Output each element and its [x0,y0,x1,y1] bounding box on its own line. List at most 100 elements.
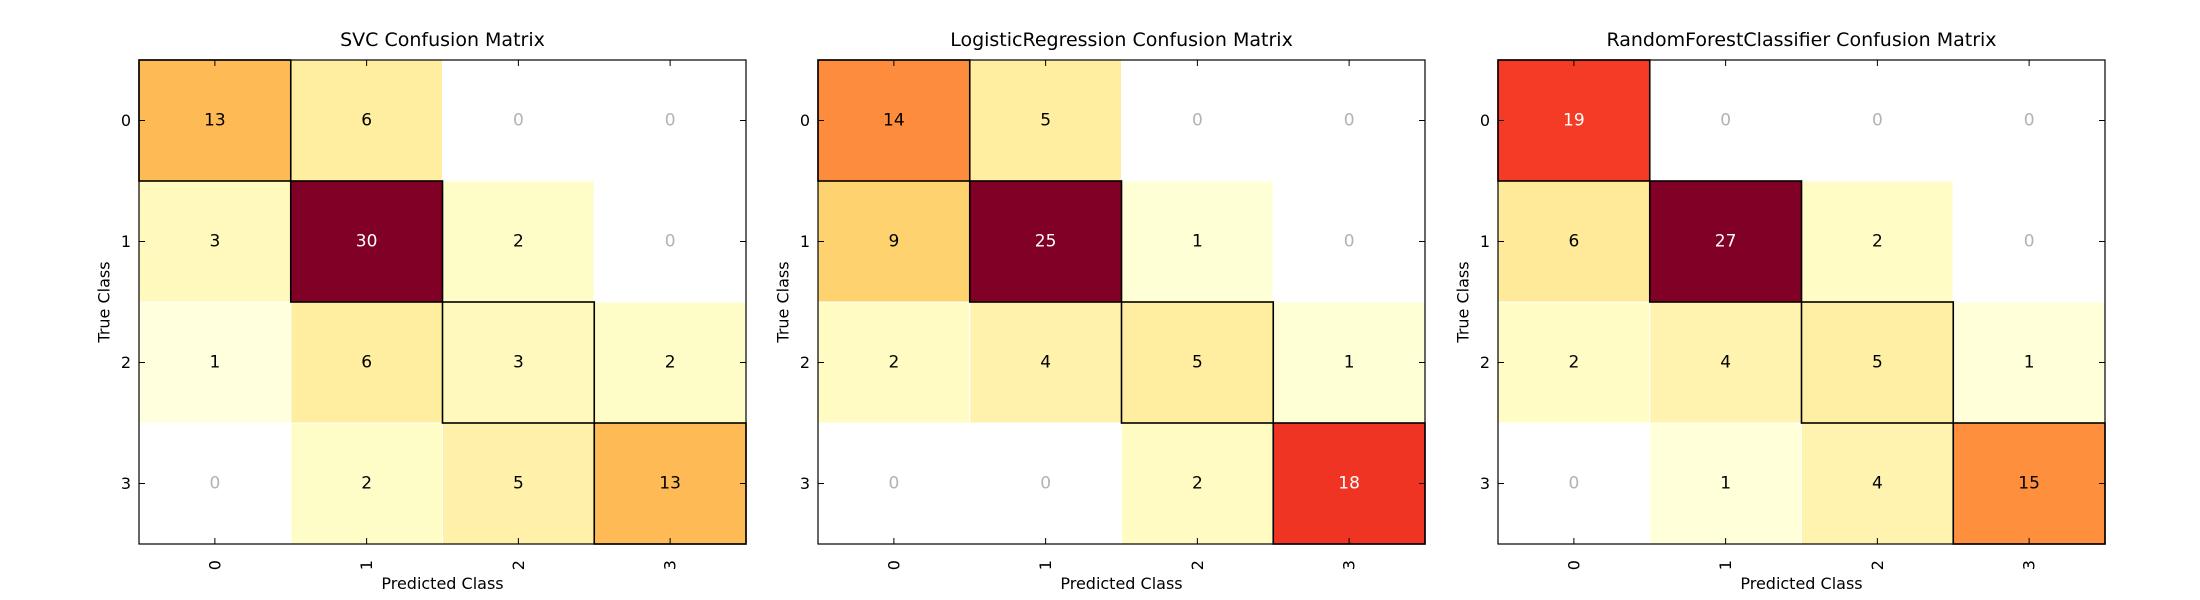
chart-title: LogisticRegression Confusion Matrix [950,29,1293,51]
diagonal-outline-1 [1648,180,1803,303]
cell-1-1 [969,180,1122,303]
cell-value-0-2: 0 [1192,111,1203,131]
cell-value-1-1: 25 [1035,232,1057,252]
plot-frame [138,59,747,545]
cell-value-3-0: 0 [1568,474,1579,494]
cell-value-3-1: 0 [1040,474,1051,494]
cell-0-1 [969,59,1122,182]
x-axis-label: Predicted Class [1740,574,1862,593]
y-axis-label: True Class [774,261,793,343]
cell-0-3 [593,59,747,182]
diagonal-outline-1 [289,180,444,303]
cell-value-2-0: 2 [888,353,899,373]
x-tick-label-2: 2 [1188,560,1207,570]
cell-value-1-3: 0 [665,232,676,252]
plot-frame [1497,59,2106,545]
x-tick-label-0: 0 [1564,560,1583,570]
cell-1-0 [138,180,292,303]
x-axis-label: Predicted Class [1060,574,1182,593]
cell-value-2-2: 5 [1192,353,1203,373]
cell-value-0-0: 14 [883,111,905,131]
cell-0-0 [138,59,292,182]
cell-2-3 [593,301,747,424]
cell-3-3 [1272,422,1426,545]
cell-value-0-3: 0 [665,111,676,131]
cell-value-3-2: 4 [1872,474,1883,494]
y-tick-label-0: 0 [121,111,131,130]
cell-value-1-0: 6 [1568,232,1579,252]
cell-3-0 [817,422,971,545]
cell-3-1 [969,422,1122,545]
cell-1-1 [1649,180,1802,303]
cell-2-3 [1272,301,1426,424]
cell-1-0 [817,180,971,303]
cell-value-0-3: 0 [2024,111,2035,131]
x-tick-label-2: 2 [1868,560,1887,570]
cell-3-2 [1801,422,1954,545]
y-tick-label-3: 3 [121,474,131,493]
cell-1-1 [290,180,443,303]
chart-3: 19 0 0 0 6 27 2 0 2 4 5 1 0 1 4 15 0 1 2 3 0 1 2 3 RandomForestC… [1454,29,2106,593]
cell-value-0-0: 19 [1563,111,1585,131]
cell-value-1-2: 2 [1872,232,1883,252]
cell-value-2-0: 1 [209,353,220,373]
x-tick-label-1: 1 [357,560,376,570]
x-tick-label-0: 0 [205,560,224,570]
cell-0-2 [1801,59,1954,182]
y-tick-label-1: 1 [1480,232,1490,251]
cell-3-1 [1649,422,1802,545]
diagonal-outline-1 [968,180,1123,303]
cell-value-3-0: 0 [888,474,899,494]
cell-1-3 [1952,180,2106,303]
cell-value-1-2: 2 [513,232,524,252]
y-axis-label: True Class [95,261,114,343]
cell-value-0-1: 0 [1720,111,1731,131]
x-tick-label-2: 2 [509,560,528,570]
cell-value-0-2: 0 [513,111,524,131]
cell-3-2 [1121,422,1274,545]
cell-value-0-0: 13 [204,111,226,131]
cell-1-2 [1121,180,1274,303]
y-tick-label-3: 3 [1480,474,1490,493]
chart-2: 14 5 0 0 9 25 1 0 2 4 5 1 0 0 2 18 0 1 2 3 0 1 2 3 LogisticRegre… [774,29,1426,593]
cell-3-0 [138,422,292,545]
y-tick-label-3: 3 [800,474,810,493]
cell-0-0 [817,59,971,182]
y-tick-label-1: 1 [121,232,131,251]
cell-value-1-3: 0 [1344,232,1355,252]
y-axis-label: True Class [1454,261,1473,343]
chart-title: SVC Confusion Matrix [340,29,545,51]
cell-2-0 [817,301,971,424]
x-tick-label-3: 3 [661,560,680,570]
cell-value-3-2: 2 [1192,474,1203,494]
cell-value-1-2: 1 [1192,232,1203,252]
cell-3-0 [1497,422,1651,545]
x-tick-label-3: 3 [1340,560,1359,570]
cell-value-3-3: 18 [1338,474,1360,494]
x-tick-label-3: 3 [2020,560,2039,570]
cell-value-2-1: 6 [361,353,372,373]
chart-title: RandomForestClassifier Confusion Matrix [1606,29,1996,51]
plot-frame [817,59,1426,545]
x-tick-label-0: 0 [884,560,903,570]
cell-0-3 [1952,59,2106,182]
diagonal-outline-2 [441,301,596,424]
y-tick-label-0: 0 [800,111,810,130]
cell-value-2-0: 2 [1568,353,1579,373]
cell-value-1-1: 27 [1715,232,1737,252]
cell-value-3-1: 2 [361,474,372,494]
x-axis-label: Predicted Class [381,574,503,593]
cell-value-2-2: 5 [1872,353,1883,373]
diagonal-outline-2 [1120,301,1275,424]
cell-value-3-0: 0 [209,474,220,494]
cell-2-3 [1952,301,2106,424]
cell-2-0 [1497,301,1651,424]
y-tick-label-0: 0 [1480,111,1490,130]
cell-2-1 [969,301,1122,424]
cell-value-0-1: 6 [361,111,372,131]
cell-0-2 [1121,59,1274,182]
y-tick-label-2: 2 [1480,353,1490,372]
y-tick-label-2: 2 [800,353,810,372]
